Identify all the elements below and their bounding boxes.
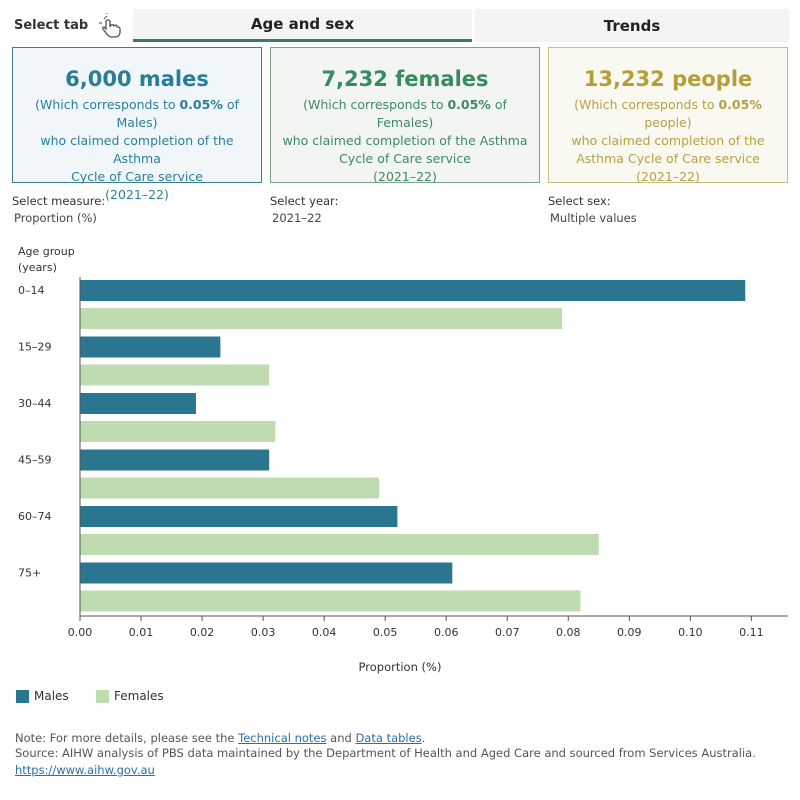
x-tick-label-10: 0.10 (678, 626, 703, 639)
bar-females-5 (80, 590, 581, 612)
bar-males-3 (80, 449, 270, 471)
people-summary-line3: Asthma Cycle of Care service (576, 151, 760, 166)
people-summary-period: (2021–22) (636, 169, 700, 184)
technical-notes-link[interactable]: Technical notes (238, 731, 327, 745)
x-tick-label-11: 0.11 (739, 626, 764, 639)
hand-pointer-icon (98, 12, 124, 39)
data-tables-link[interactable]: Data tables (355, 731, 422, 745)
bar-males-5 (80, 562, 453, 584)
females-summary-period: (2021–22) (373, 169, 437, 184)
people-summary-card: 13,232 people (Which corresponds to 0.05… (548, 47, 788, 184)
category-label-2: 30–44 (18, 397, 52, 410)
x-tick-label-8: 0.08 (556, 626, 581, 639)
category-label-5: 75+ (18, 567, 41, 580)
females-headline: 7,232 females (321, 67, 489, 91)
sex-filter-value[interactable]: Multiple values (550, 211, 637, 225)
footer-note: Note: For more details, please see the T… (15, 731, 426, 745)
x-tick-label-3: 0.03 (251, 626, 276, 639)
bar-males-0 (80, 280, 746, 301)
bar-females-0 (80, 308, 563, 329)
x-tick-label-0: 0.00 (68, 626, 93, 639)
bar-females-2 (80, 421, 276, 442)
people-headline: 13,232 people (583, 67, 753, 91)
category-label-3: 45–59 (18, 454, 52, 467)
males-summary-line3: Cycle of Care service (71, 169, 203, 184)
sex-filter-label: Select sex: (548, 194, 611, 208)
bar-males-2 (80, 393, 196, 414)
bar-females-3 (80, 477, 380, 499)
legend-label-females[interactable]: Females (114, 689, 164, 703)
tab-trends[interactable]: Trends (475, 9, 789, 42)
males-summary-card: 6,000 males (Which corresponds to 0.05% … (12, 47, 262, 202)
bar-females-4 (80, 534, 599, 555)
year-filter-label: Select year: (270, 194, 339, 208)
x-tick-label-1: 0.01 (129, 626, 154, 639)
males-summary-period: (2021–22) (105, 187, 169, 202)
measure-filter-value[interactable]: Proportion (%) (14, 211, 97, 225)
males-headline: 6,000 males (65, 67, 209, 91)
year-filter-value[interactable]: 2021–22 (272, 211, 322, 225)
females-summary-line3: Cycle of Care service (339, 151, 471, 166)
females-summary-line2: who claimed completion of the Asthma (282, 133, 528, 148)
tab-age-and-sex[interactable]: Age and sex (133, 9, 472, 42)
x-tick-label-9: 0.09 (617, 626, 642, 639)
bar-males-4 (80, 506, 398, 527)
x-tick-label-2: 0.02 (190, 626, 215, 639)
y-axis-title-line-1: Age group (18, 245, 75, 258)
select-tab-label: Select tab (14, 18, 89, 33)
females-summary-card: 7,232 females (Which corresponds to 0.05… (270, 47, 540, 184)
y-axis-title-line-2: (years) (18, 261, 57, 274)
bar-females-1 (80, 364, 270, 386)
x-tick-label-6: 0.06 (434, 626, 459, 639)
x-tick-label-5: 0.05 (373, 626, 398, 639)
people-summary-line1: (Which corresponds to 0.05% people) (574, 97, 762, 130)
category-label-1: 15–29 (18, 341, 52, 354)
bar-males-1 (80, 336, 221, 358)
legend-label-males[interactable]: Males (34, 689, 69, 703)
measure-filter-label: Select measure: (12, 194, 106, 208)
x-tick-label-4: 0.04 (312, 626, 337, 639)
category-label-0: 0–14 (18, 284, 45, 297)
x-axis-title: Proportion (%) (359, 660, 442, 674)
males-summary-line1: (Which corresponds to 0.05% of Males) (35, 97, 239, 130)
males-summary-line2: who claimed completion of the Asthma (40, 133, 234, 166)
aihw-url-link[interactable]: https://www.aihw.gov.au (15, 763, 155, 777)
females-summary-line1: (Which corresponds to 0.05% of Females) (303, 97, 507, 130)
x-tick-label-7: 0.07 (495, 626, 520, 639)
category-label-4: 60–74 (18, 510, 52, 523)
legend-swatch-males[interactable] (16, 690, 29, 703)
legend-swatch-females[interactable] (96, 690, 109, 703)
people-summary-line2: who claimed completion of the (571, 133, 765, 148)
footer-source: Source: AIHW analysis of PBS data mainta… (15, 746, 756, 760)
bar-chart: Age group (years) 0–14 15–29 30–44 45–59 60–74… (18, 245, 788, 674)
